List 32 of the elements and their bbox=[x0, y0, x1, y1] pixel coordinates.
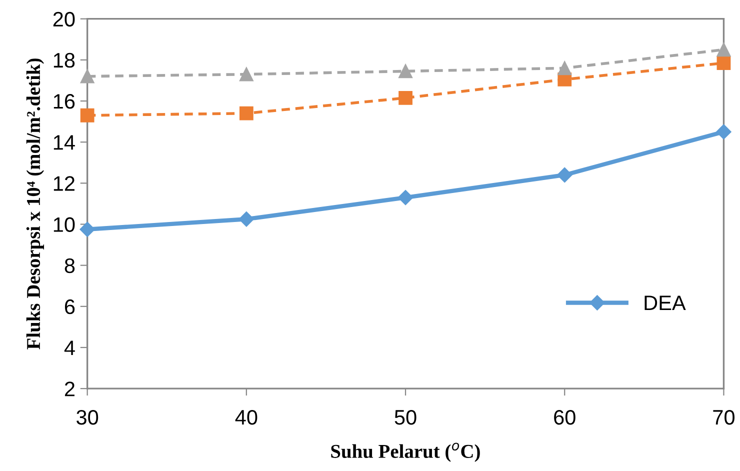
point bbox=[239, 67, 254, 82]
point bbox=[557, 167, 572, 183]
point bbox=[80, 222, 95, 237]
point bbox=[398, 90, 412, 105]
x-tick-label: 40 bbox=[235, 410, 258, 425]
point bbox=[239, 106, 254, 120]
y-tick-label: 12 bbox=[54, 176, 74, 191]
point bbox=[716, 42, 731, 57]
legend-label: DEA bbox=[644, 296, 686, 310]
point bbox=[716, 56, 731, 70]
y-tick-label: 14 bbox=[54, 135, 75, 150]
point bbox=[238, 212, 254, 227]
y-tick-label: 10 bbox=[54, 217, 75, 232]
y-tick-label: 6 bbox=[64, 299, 75, 314]
y-tick-label: 18 bbox=[54, 52, 75, 68]
x-tick-label: 50 bbox=[394, 410, 416, 425]
point bbox=[558, 61, 572, 76]
point bbox=[398, 64, 412, 78]
y-tick-label: 2 bbox=[64, 382, 74, 396]
x-tick-label: 70 bbox=[713, 410, 734, 425]
x-tick-label: 60 bbox=[554, 410, 576, 425]
x-tick-label: 30 bbox=[76, 410, 98, 425]
x-axis-title: Suhu Pelarut ($^{o}$C) bbox=[331, 442, 480, 462]
point bbox=[80, 108, 94, 122]
y-tick-label: 16 bbox=[54, 94, 75, 109]
y-axis-title: Fluks Desorpsi x 10⁴ (mol/m².detik) bbox=[26, 58, 44, 350]
point bbox=[716, 124, 732, 140]
point bbox=[80, 69, 94, 84]
y-tick-label: 8 bbox=[64, 258, 75, 274]
y-tick-label: 20 bbox=[53, 12, 75, 27]
y-tick-label: 4 bbox=[64, 340, 75, 356]
point bbox=[398, 190, 414, 206]
